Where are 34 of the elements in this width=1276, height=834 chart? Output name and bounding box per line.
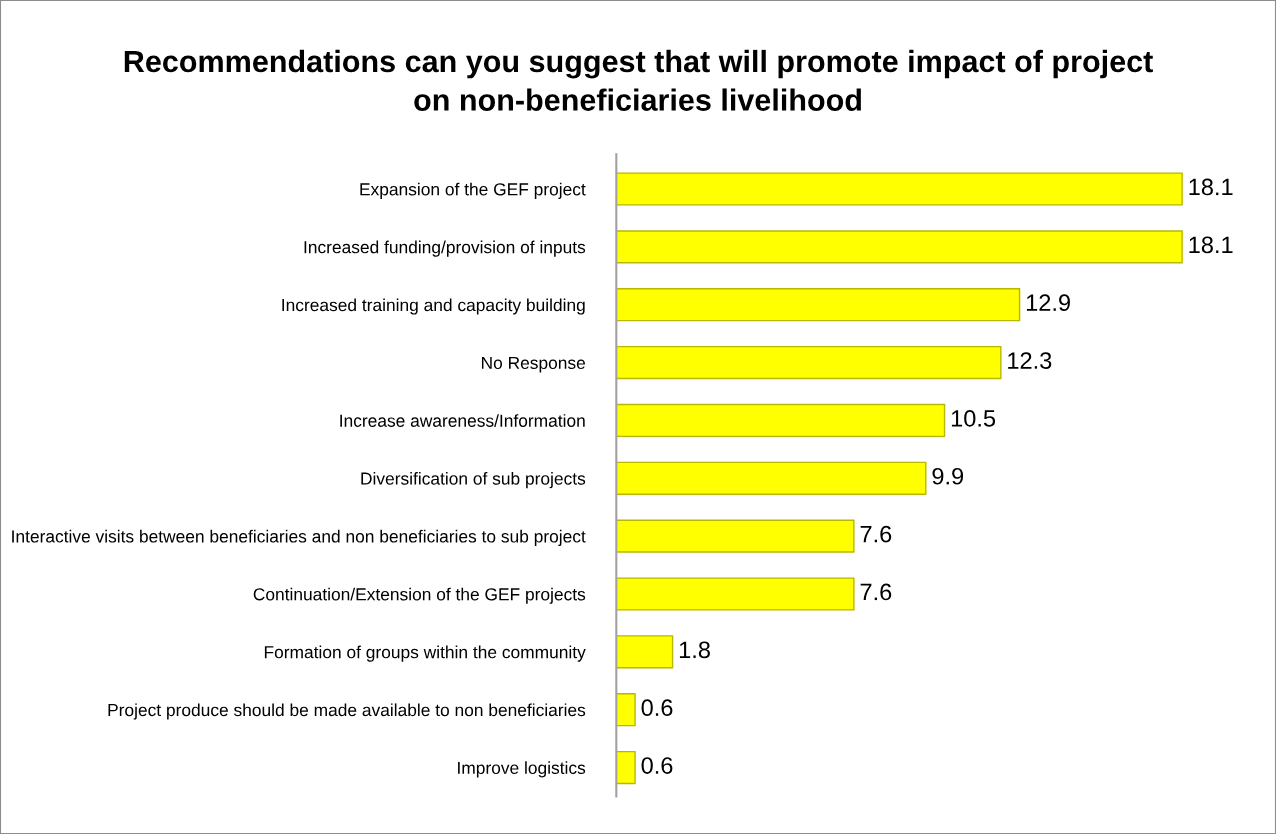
- y-tick-label: Formation of groups within the community: [264, 645, 586, 662]
- bar: [616, 403, 946, 438]
- bar: [616, 461, 927, 495]
- y-tick-label: No Response: [481, 356, 585, 373]
- y-tick-label: Project produce should be made available to non beneficiaries: [108, 703, 586, 720]
- bar: [616, 230, 1183, 264]
- bar: [616, 693, 636, 727]
- data-label: 1.8: [679, 641, 710, 659]
- bar: [616, 172, 1183, 206]
- data-label: 9.9: [932, 467, 964, 485]
- y-tick-label: Improve logistics: [458, 761, 586, 778]
- y-tick-label: Increase awareness/Information: [340, 414, 585, 427]
- bar: [616, 288, 1021, 322]
- y-tick-label: Continuation/Extension of the GEF projects: [253, 587, 586, 604]
- data-label: 18.1: [1189, 178, 1233, 196]
- data-label: 10.5: [951, 410, 996, 427]
- bar: [616, 750, 636, 785]
- y-tick-label: Diversification of sub projects: [361, 471, 586, 489]
- y-tick-label: Increased training and capacity building: [282, 298, 585, 315]
- bar: [616, 519, 855, 553]
- data-label: 18.1: [1189, 236, 1233, 254]
- y-tick-label: Expansion of the GEF project: [360, 182, 586, 199]
- chart-title: Recommendations can you suggest that will promote impact of project on non-beneficiaries livelihood: [124, 49, 1153, 111]
- bar: [616, 577, 855, 611]
- data-label: 12.3: [1008, 352, 1052, 369]
- data-label: 7.6: [860, 583, 892, 601]
- data-label: 0.6: [641, 699, 673, 717]
- bar: [616, 345, 1002, 380]
- data-label: 0.6: [641, 757, 673, 774]
- y-tick-label: Interactive visits between beneficiaries and non beneficiaries to sub project: [12, 529, 586, 547]
- y-tick-label: Increased funding/provision of inputs: [304, 240, 586, 257]
- data-label: 12.9: [1026, 294, 1070, 312]
- bar: [616, 635, 674, 669]
- data-label: 7.6: [860, 525, 892, 543]
